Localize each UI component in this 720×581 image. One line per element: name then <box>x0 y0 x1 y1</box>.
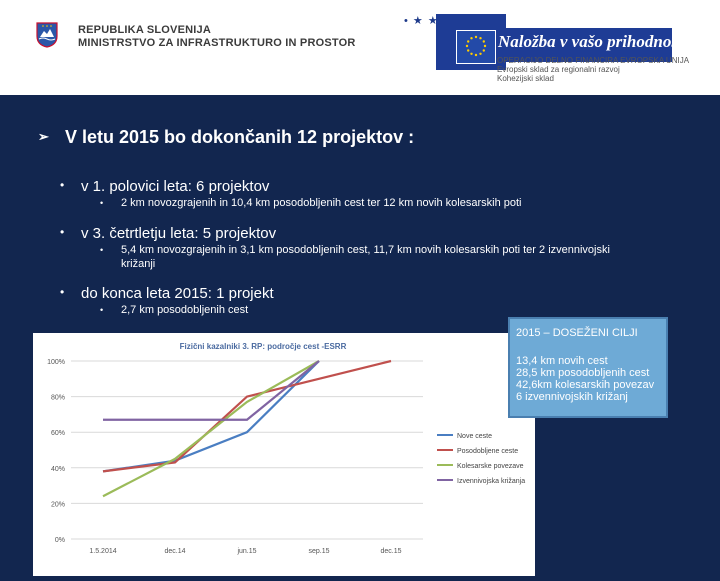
eu-funding-line-2: Evropski sklad za regionalni razvoj <box>497 65 620 74</box>
y-tick-label: 80% <box>51 395 65 402</box>
bullet-dot-icon: • <box>60 225 65 239</box>
list-subitem-label: 2 km novozgrajenih in 10,4 km posodoblje… <box>121 197 522 209</box>
callout-line: 42,6km kolesarskih povezav <box>516 379 655 391</box>
eu-slogan: Naložba v vašo prihodnost <box>498 32 683 51</box>
main-heading: V letu 2015 bo dokončanih 12 projektov : <box>65 127 415 147</box>
y-tick-label: 20% <box>51 501 65 508</box>
callout-line: 28,5 km posodobljenih cest <box>516 367 650 379</box>
eu-funding-line-3: Kohezijski sklad <box>497 74 554 83</box>
x-tick-label: dec.14 <box>164 548 185 555</box>
list-subitem-label-cont: križanji <box>121 258 156 270</box>
eu-funding-text: OPERACIJO DELNO FINANCIRA EVROPSKA UNIJA… <box>497 56 689 83</box>
eu-funding-line-1: OPERACIJO DELNO FINANCIRA EVROPSKA UNIJA <box>497 56 690 65</box>
list-item-label: v 3. četrtletju leta: 5 projektov <box>81 225 277 242</box>
series-line <box>102 359 392 473</box>
slovenia-crest-icon <box>36 22 58 48</box>
y-tick-label: 100% <box>47 359 65 366</box>
eu-stars-ring-icon <box>465 35 487 57</box>
eu-flag <box>456 30 496 64</box>
eu-slogan-strip <box>496 28 672 62</box>
bullet-dot-icon: • <box>60 178 65 192</box>
callout-line: 13,4 km novih cest <box>516 355 608 367</box>
x-tick-label: 1.5.2014 <box>89 548 116 555</box>
legend-entry: Posodobljene ceste <box>457 448 518 455</box>
ministry-line-2: MINISTRSTVO ZA INFRASTRUKTURO IN PROSTOR <box>78 37 356 49</box>
callout-title: 2015 – DOSEŽENI CILJI <box>516 327 638 339</box>
legend-entry: Kolesarske povezave <box>457 463 524 470</box>
x-tick-label: jun.15 <box>236 548 256 555</box>
chart-panel: Fizični kazalniki 3. RP: področje cest -… <box>33 333 535 576</box>
bullet-dot-icon: • <box>100 245 104 255</box>
callout-line: 6 izvennivojskih križanj <box>516 391 628 403</box>
line-chart: Fizični kazalniki 3. RP: področje cest -… <box>47 342 525 555</box>
legend-entry: Nove ceste <box>457 433 492 440</box>
y-tick-label: 60% <box>51 430 65 437</box>
series-line <box>102 360 320 473</box>
list-item-label: do konca leta 2015: 1 projekt <box>81 285 274 302</box>
list-subitem-label: 2,7 km posodobljenih cest <box>121 304 249 316</box>
ministry-line-1: REPUBLIKA SLOVENIJA <box>78 24 211 36</box>
ministry-name: REPUBLIKA SLOVENIJA MINISTRSTVO ZA INFRA… <box>78 24 356 50</box>
bullet-dot-icon: • <box>60 285 65 299</box>
series-line <box>102 360 320 498</box>
y-tick-label: 0% <box>55 537 65 544</box>
bullet-dot-icon: • <box>100 198 104 208</box>
chart-title: Fizični kazalniki 3. RP: področje cest -… <box>180 342 347 351</box>
series-line <box>103 360 320 421</box>
x-tick-label: sep.15 <box>308 548 329 555</box>
bullet-dot-icon: • <box>100 305 104 315</box>
y-tick-label: 40% <box>51 466 65 473</box>
list-item-label: v 1. polovici leta: 6 projektov <box>81 178 270 195</box>
legend-entry: Izvennivojska križanja <box>457 478 525 485</box>
arrow-bullet-icon: ➢ <box>38 129 49 144</box>
x-tick-label: dec.15 <box>380 548 401 555</box>
header-banner: REPUBLIKA SLOVENIJA MINISTRSTVO ZA INFRA… <box>0 0 720 95</box>
goals-callout: 2015 – DOSEŽENI CILJI 13,4 km novih cest… <box>508 317 668 418</box>
list-subitem-label: 5,4 km novozgrajenih in 3,1 km posodoblj… <box>121 244 610 256</box>
